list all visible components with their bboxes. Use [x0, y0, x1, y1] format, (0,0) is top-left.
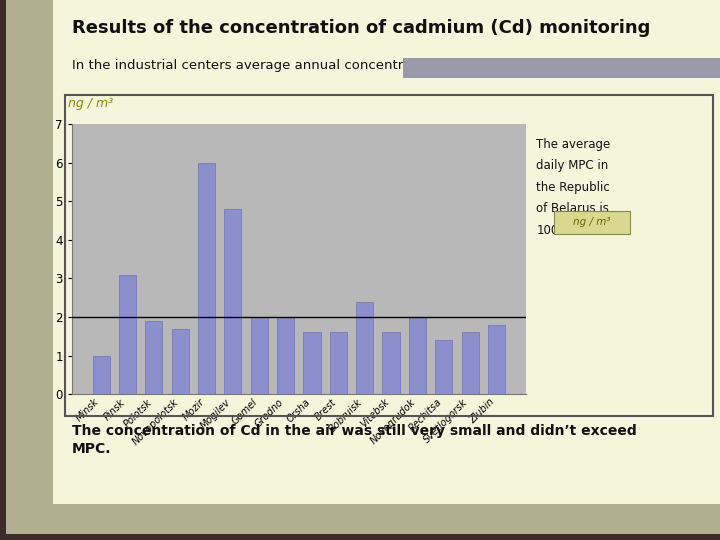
- Bar: [93, 356, 109, 394]
- Bar: [382, 333, 400, 394]
- Text: 100: 100: [536, 224, 559, 237]
- Text: Workshop  CLRTAP/26-28 October 2009, St Petersburg: Workshop CLRTAP/26-28 October 2009, St P…: [72, 505, 354, 515]
- Text: The concentration of Cd in the air was still very small and didn’t exceed
MPC.: The concentration of Cd in the air was s…: [72, 424, 636, 456]
- Bar: [225, 209, 241, 394]
- Bar: [462, 333, 479, 394]
- Bar: [277, 317, 294, 394]
- Text: ng / m³: ng / m³: [68, 97, 114, 110]
- Bar: [330, 333, 347, 394]
- Bar: [488, 325, 505, 394]
- Text: Results of the concentration of cadmium (Cd) monitoring: Results of the concentration of cadmium …: [72, 19, 650, 37]
- Text: ng / m³: ng / m³: [573, 218, 611, 227]
- Bar: [198, 163, 215, 394]
- Bar: [435, 340, 452, 394]
- Bar: [251, 317, 268, 394]
- Bar: [119, 275, 136, 394]
- Text: the Republic: the Republic: [536, 181, 610, 194]
- Bar: [303, 333, 320, 394]
- Bar: [171, 329, 189, 394]
- Bar: [409, 317, 426, 394]
- Text: The average: The average: [536, 138, 611, 151]
- Text: Republic of Belarus: Republic of Belarus: [605, 505, 706, 515]
- Bar: [356, 302, 373, 394]
- Text: of Belarus is: of Belarus is: [536, 202, 609, 215]
- Text: daily MPC in: daily MPC in: [536, 159, 608, 172]
- Bar: [145, 321, 163, 394]
- Text: In the industrial centers average annual concentrations of Cd were in 2008: In the industrial centers average annual…: [72, 59, 575, 72]
